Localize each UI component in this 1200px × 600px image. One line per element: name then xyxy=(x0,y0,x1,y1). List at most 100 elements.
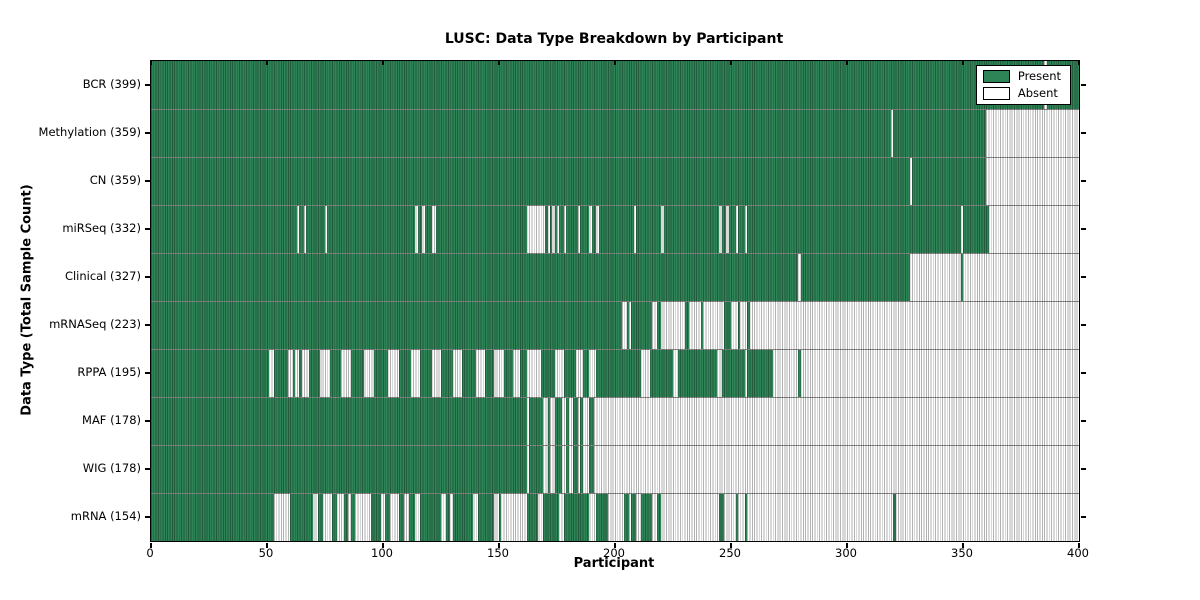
absent-run xyxy=(550,446,555,493)
xtick-mark-bottom xyxy=(962,542,964,548)
ytick-mark-left xyxy=(144,516,150,518)
absent-run xyxy=(431,206,437,253)
absent-run xyxy=(494,494,499,541)
absent-run xyxy=(747,494,894,541)
present-run xyxy=(626,302,629,349)
ytick-label-mrnaseq: mRNASeq (223) xyxy=(49,317,141,331)
present-run xyxy=(327,206,416,253)
present-run xyxy=(963,206,989,253)
absent-run xyxy=(543,398,548,445)
present-run xyxy=(329,350,342,397)
ytick-mark-right xyxy=(1080,228,1086,230)
present-run xyxy=(519,350,527,397)
present-run xyxy=(721,350,745,397)
present-run xyxy=(452,494,474,541)
legend-swatch-present xyxy=(982,70,1010,83)
present-run xyxy=(420,350,432,397)
present-run xyxy=(318,494,323,541)
ytick-mark-left xyxy=(144,180,150,182)
absent-run xyxy=(577,446,581,493)
present-run xyxy=(526,494,539,541)
absent-run xyxy=(909,254,961,301)
present-run xyxy=(624,494,629,541)
chart-title: LUSC: Data Type Breakdown by Participant xyxy=(444,31,784,47)
ytick-label-clinical: Clinical (327) xyxy=(64,269,141,283)
ytick-label-cn: CN (359) xyxy=(89,173,141,187)
present-run xyxy=(371,494,381,541)
xtick-mark-top xyxy=(266,61,268,65)
present-run xyxy=(543,494,560,541)
absent-run xyxy=(559,494,564,541)
absent-run xyxy=(744,206,748,253)
legend-label: Absent xyxy=(1017,86,1058,100)
legend: Present Absent xyxy=(975,65,1071,105)
absent-run xyxy=(800,350,1079,397)
plot-area: Present Absent xyxy=(144,60,1086,548)
present-run xyxy=(151,398,527,445)
ytick-mark-left xyxy=(144,372,150,374)
present-run xyxy=(747,350,773,397)
present-run xyxy=(677,350,718,397)
present-run xyxy=(631,494,636,541)
heatmap-row-wig xyxy=(151,445,1079,493)
ytick-mark-left xyxy=(144,132,150,134)
present-run xyxy=(649,350,673,397)
present-run xyxy=(273,350,288,397)
absent-run xyxy=(557,206,560,253)
absent-run xyxy=(986,110,1079,157)
present-run xyxy=(559,206,564,253)
absent-run xyxy=(577,398,581,445)
xtick-mark-top xyxy=(1078,61,1080,65)
absent-run xyxy=(431,350,441,397)
absent-run xyxy=(895,494,1079,541)
absent-run xyxy=(348,494,351,541)
present-run xyxy=(589,398,595,445)
xtick-mark-top xyxy=(150,61,152,65)
absent-run xyxy=(772,350,799,397)
absent-run xyxy=(628,494,632,541)
absent-run xyxy=(403,494,409,541)
xtick-mark-top xyxy=(962,61,964,65)
heatmap-row-maf xyxy=(151,397,1079,445)
absent-run xyxy=(737,494,745,541)
absent-run xyxy=(719,206,722,253)
absent-run xyxy=(325,206,328,253)
absent-run xyxy=(512,350,520,397)
present-run xyxy=(656,494,662,541)
present-run xyxy=(306,206,325,253)
present-run xyxy=(582,350,590,397)
present-run xyxy=(350,350,365,397)
present-run xyxy=(151,206,298,253)
ytick-mark-left xyxy=(144,468,150,470)
ytick-label-methylation: Methylation (359) xyxy=(38,125,141,139)
xtick-mark-bottom xyxy=(266,542,268,548)
xtick-mark-bottom xyxy=(730,542,732,548)
absent-run xyxy=(380,494,386,541)
absent-run xyxy=(273,494,291,541)
absent-run xyxy=(538,494,544,541)
present-run xyxy=(800,254,910,301)
present-run xyxy=(436,206,527,253)
absent-run xyxy=(550,398,555,445)
absent-run xyxy=(450,494,453,541)
absent-run xyxy=(726,206,729,253)
present-run xyxy=(566,446,569,493)
present-run xyxy=(573,398,578,445)
xtick-label-400: 400 xyxy=(1067,546,1089,560)
present-run xyxy=(417,206,423,253)
absent-run xyxy=(596,206,599,253)
present-run xyxy=(580,206,590,253)
absent-run xyxy=(689,302,701,349)
absent-run xyxy=(628,302,632,349)
absent-run xyxy=(552,206,555,253)
xtick-label-150: 150 xyxy=(487,546,509,560)
absent-run xyxy=(297,206,300,253)
present-run xyxy=(151,302,622,349)
absent-run xyxy=(717,350,722,397)
absent-run xyxy=(475,350,486,397)
present-run xyxy=(563,350,576,397)
present-run xyxy=(503,350,513,397)
absent-run xyxy=(526,446,530,493)
absent-run xyxy=(313,494,319,541)
